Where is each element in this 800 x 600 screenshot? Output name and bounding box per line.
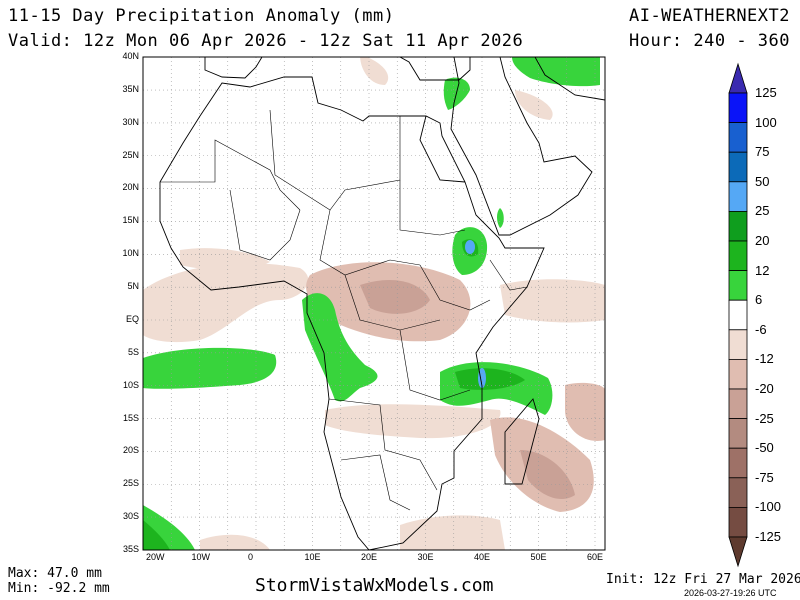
lon-label: 20E bbox=[361, 552, 378, 562]
timestamp: 2026-03-27-19:26 UTC bbox=[684, 588, 777, 598]
colorbar-label: -50 bbox=[755, 440, 774, 456]
graticule bbox=[143, 57, 605, 550]
colorbar-swatch bbox=[728, 181, 748, 212]
lat-label: 15N bbox=[122, 215, 139, 226]
lat-label: 30N bbox=[122, 116, 139, 127]
lat-label: 25N bbox=[122, 149, 139, 160]
lat-label: 25S bbox=[122, 478, 139, 489]
colorbar-label: 75 bbox=[755, 144, 770, 160]
lon-label: 20W bbox=[146, 552, 165, 562]
colorbar-swatch bbox=[728, 240, 748, 272]
country-borders bbox=[160, 109, 528, 511]
colorbar-label: -12 bbox=[755, 351, 774, 367]
colorbar-label: -75 bbox=[755, 469, 774, 485]
colorbar-swatch bbox=[728, 447, 748, 479]
lat-label: 35S bbox=[122, 544, 139, 555]
lon-label: 60E bbox=[587, 552, 604, 562]
colorbar-label: -100 bbox=[755, 499, 782, 515]
colorbar-label: 12 bbox=[755, 262, 770, 278]
colorbar-swatch bbox=[728, 210, 748, 242]
lat-label: 10N bbox=[122, 248, 139, 259]
colorbar-swatch bbox=[728, 270, 748, 301]
colorbar-label: 125 bbox=[755, 85, 777, 100]
lon-label: 10W bbox=[191, 552, 211, 562]
lon-label: 10E bbox=[304, 552, 321, 562]
lon-label: 30E bbox=[417, 552, 434, 562]
colorbar-label: -25 bbox=[755, 410, 774, 426]
lon-label: 0 bbox=[248, 552, 254, 562]
model-name: AI-WEATHERNEXT2 bbox=[628, 6, 790, 26]
colorbar bbox=[728, 62, 748, 568]
forecast-hours: Hour: 240 - 360 bbox=[628, 31, 790, 51]
colorbar-swatch bbox=[728, 506, 748, 538]
colorbar-bottom-arrow bbox=[728, 536, 748, 568]
colorbar-swatch bbox=[728, 329, 748, 360]
lon-label: 50E bbox=[530, 552, 547, 562]
colorbar-swatch bbox=[728, 122, 748, 153]
lat-label: 20S bbox=[122, 445, 139, 456]
colorbar-swatch bbox=[728, 92, 748, 124]
colorbar-swatch bbox=[728, 299, 748, 331]
colorbar-top-arrow bbox=[728, 62, 748, 94]
lat-label: 5N bbox=[127, 281, 139, 292]
colorbar-swatch bbox=[728, 418, 748, 449]
lon-label: 40E bbox=[474, 552, 491, 562]
colorbar-label: 100 bbox=[755, 114, 777, 130]
colorbar-label: -6 bbox=[755, 321, 767, 337]
colorbar-label: -20 bbox=[755, 381, 774, 396]
colorbar-label: 20 bbox=[755, 233, 770, 248]
lat-label: 30S bbox=[122, 511, 139, 522]
colorbar-label: 6 bbox=[755, 292, 763, 308]
lat-label: 35N bbox=[122, 83, 139, 94]
site-watermark: StormVistaWxModels.com bbox=[255, 575, 494, 596]
map-title: 11-15 Day Precipitation Anomaly (mm) bbox=[8, 6, 395, 26]
lat-label: 15S bbox=[122, 412, 139, 423]
lat-label: EQ bbox=[125, 313, 139, 324]
colorbar-swatch bbox=[728, 358, 748, 390]
colorbar-label: 50 bbox=[755, 173, 770, 189]
lat-label: 5S bbox=[127, 346, 139, 357]
lat-label: 10S bbox=[122, 379, 139, 390]
valid-period: Valid: 12z Mon 06 Apr 2026 - 12z Sat 11 … bbox=[8, 31, 524, 51]
colorbar-swatch bbox=[728, 477, 748, 508]
init-time: Init: 12z Fri 27 Mar 2026 bbox=[606, 572, 800, 587]
colorbar-swatch bbox=[728, 151, 748, 183]
colorbar-swatch bbox=[728, 388, 748, 420]
max-value: Max: 47.0 mm bbox=[8, 566, 102, 581]
lat-label: 20N bbox=[122, 182, 139, 193]
coastlines bbox=[159, 57, 605, 550]
colorbar-label: -125 bbox=[755, 529, 782, 544]
colorbar-label: 25 bbox=[755, 203, 770, 219]
lat-label: 40N bbox=[122, 51, 139, 61]
anomaly-shading bbox=[143, 57, 605, 550]
min-value: Min: -92.2 mm bbox=[8, 581, 110, 596]
